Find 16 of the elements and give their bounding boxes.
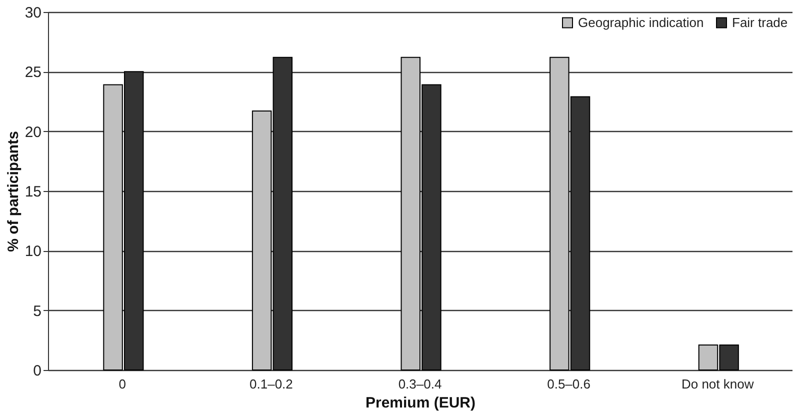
x-axis-title: Premium (EUR): [365, 394, 476, 412]
x-tick-label: 0.3–0.4: [398, 376, 442, 392]
y-tick-label: 10: [24, 243, 42, 260]
legend-label: Fair trade: [732, 14, 788, 30]
y-tick-label: 15: [24, 184, 42, 200]
y-axis-title: % of participants: [4, 131, 22, 252]
y-tick-label: 20: [24, 124, 42, 141]
x-tick-label: 0.1–0.2: [250, 376, 293, 392]
y-tick-label: 30: [24, 4, 42, 22]
y-tick-label: 5: [33, 302, 42, 320]
x-tick-label: 0: [118, 376, 126, 392]
x-tick-label: Do not know: [681, 376, 754, 392]
y-tick-label: 0: [33, 362, 42, 380]
y-tick-label: 25: [24, 64, 42, 82]
x-tick-label: 0.5–0.6: [547, 376, 590, 392]
legend-label: Geographic indication: [578, 14, 704, 30]
